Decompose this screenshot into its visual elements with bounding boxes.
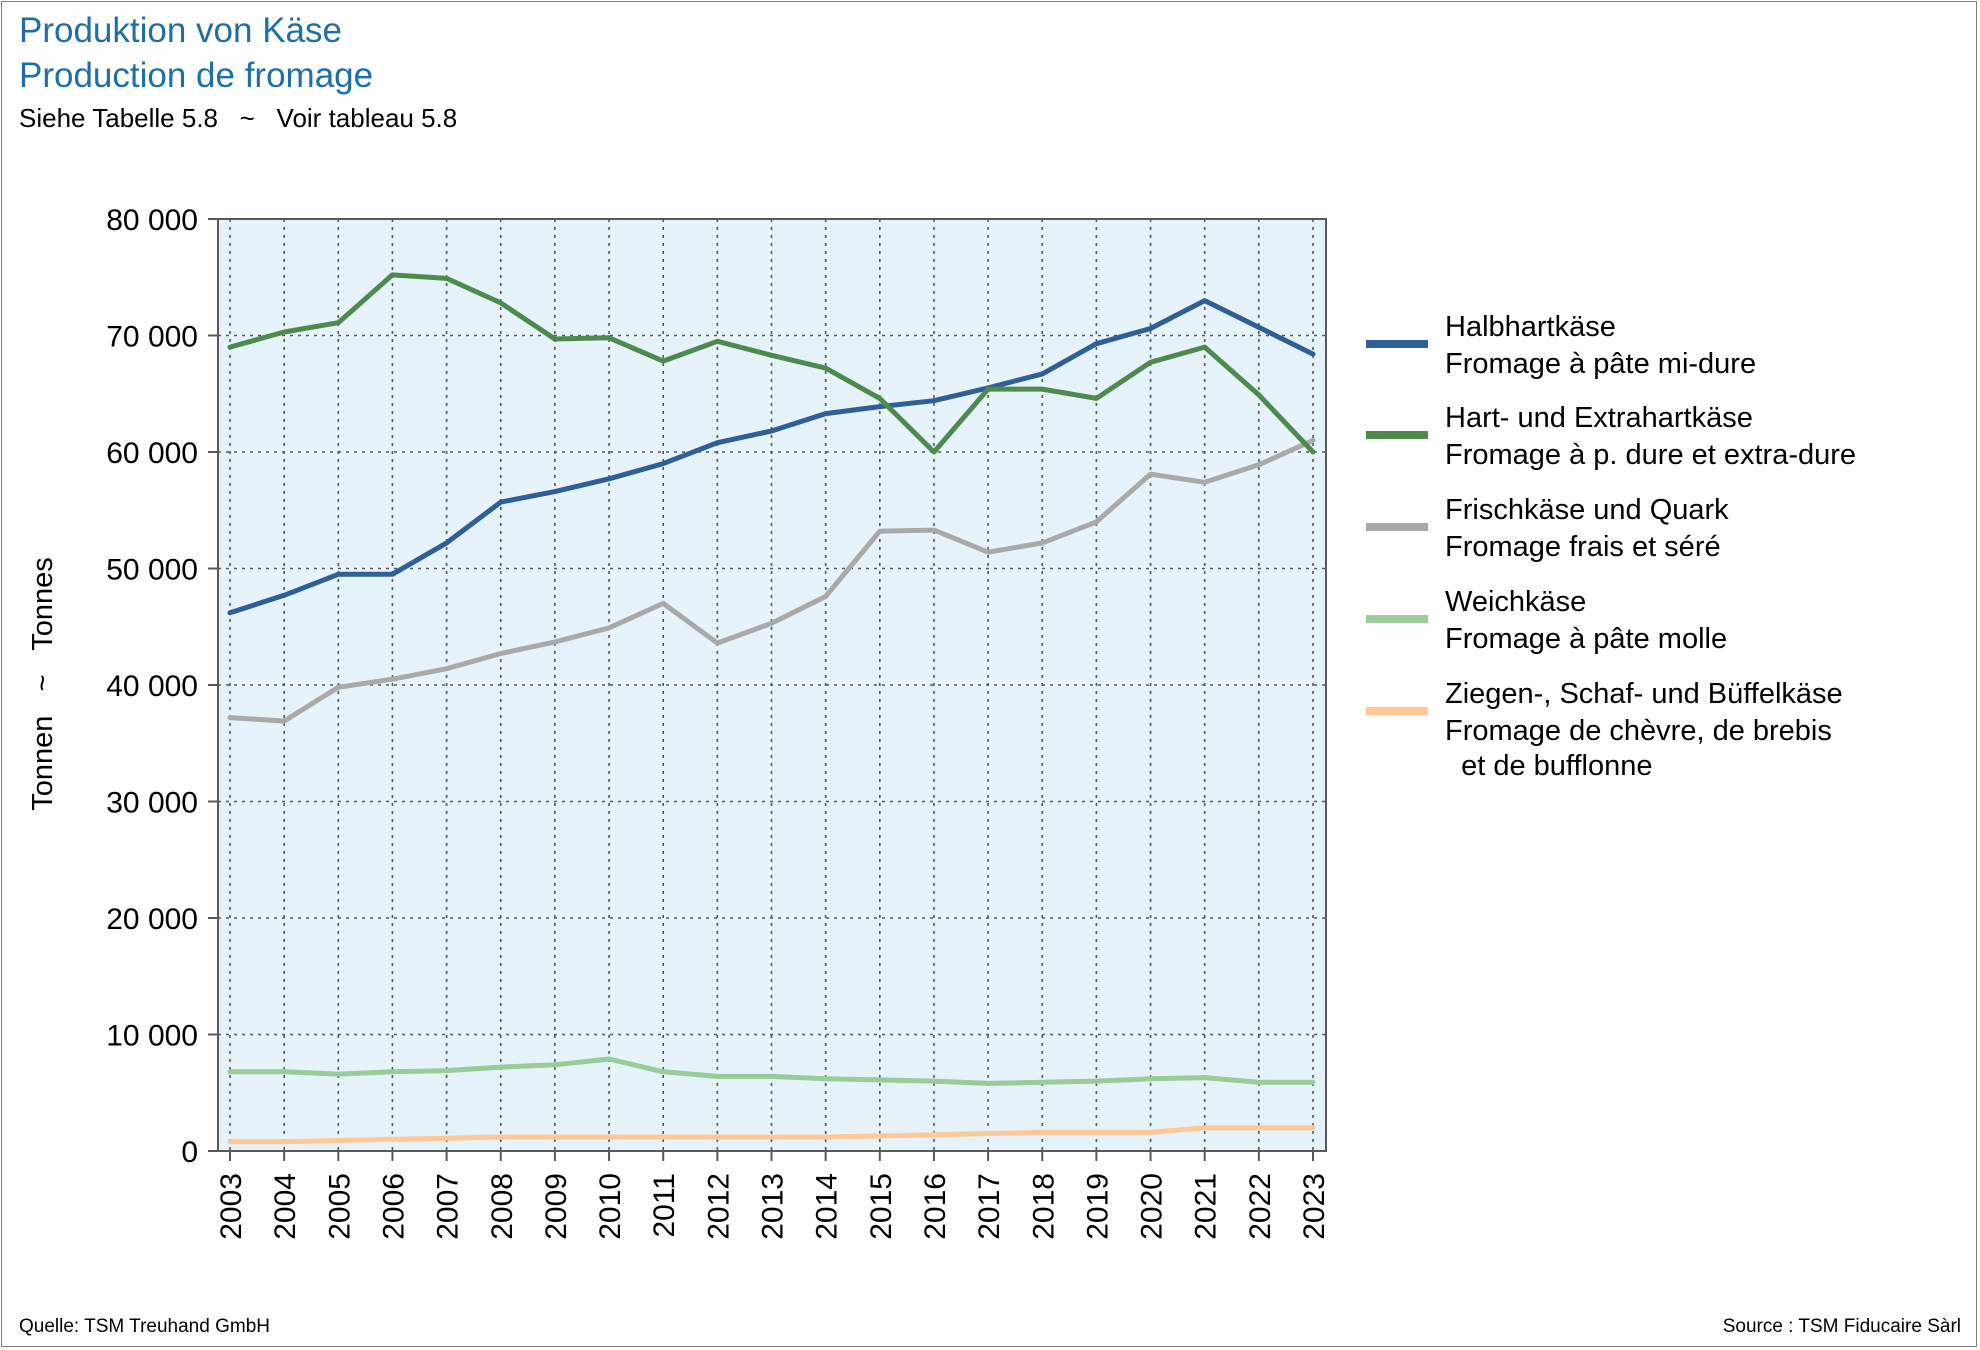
series-line-1 [227, 298, 1316, 616]
series-line-2 [227, 272, 1316, 455]
x-tick-label: 2018 [1027, 1173, 1060, 1240]
y-tick-label: 70 000 [106, 321, 198, 354]
x-tick-label: 2014 [811, 1173, 844, 1240]
source-fr: Source : TSM Fiducaire Sàrl [1722, 1316, 1961, 1337]
legend-label-fr: Fromage frais et séré [1445, 531, 1721, 563]
chart-subtitle: Siehe Tabelle 5.8 ~ Voir tableau 5.8 [19, 103, 458, 133]
series-line-3 [227, 437, 1316, 724]
y-tick-label: 0 [181, 1136, 198, 1169]
x-tick-label: 2023 [1298, 1173, 1331, 1240]
plot-border [217, 218, 1327, 1152]
x-tick-label: 2003 [215, 1173, 248, 1240]
x-tick-label: 2021 [1190, 1173, 1223, 1240]
x-tick-label: 2009 [540, 1173, 573, 1240]
x-tick-label: 2011 [648, 1173, 681, 1238]
x-tick-label: 2017 [973, 1173, 1006, 1240]
y-tick-label: 10 000 [106, 1020, 198, 1053]
x-tick-label: 2019 [1081, 1173, 1114, 1240]
legend-label-de: Weichkäse [1445, 586, 1586, 618]
chart-title-de: Produktion von Käse [19, 11, 342, 50]
x-tick-label: 2007 [432, 1173, 465, 1240]
x-tick-label: 2016 [919, 1173, 952, 1240]
x-tick-label: 2015 [865, 1173, 898, 1240]
series-line-5 [227, 1125, 1316, 1145]
legend-label-de: Ziegen-, Schaf- und Büffelkäse [1445, 678, 1843, 710]
legend-label-fr: et de bufflonne [1445, 750, 1652, 782]
x-tick-label: 2012 [702, 1173, 735, 1240]
legend-label-de: Halbhartkäse [1445, 311, 1616, 343]
x-tick-label: 2013 [757, 1173, 790, 1240]
y-tick-label: 40 000 [106, 670, 198, 703]
legend-label-fr: Fromage à pâte molle [1445, 623, 1727, 655]
x-tick-label: 2008 [486, 1173, 519, 1240]
x-tick-label: 2004 [269, 1173, 302, 1240]
chart-title-fr: Production de fromage [19, 56, 374, 95]
source-de: Quelle: TSM Treuhand GmbH [19, 1316, 270, 1337]
y-tick-label: 30 000 [106, 787, 198, 820]
legend-label-fr: Fromage de chèvre, de brebis [1445, 715, 1832, 747]
legend-label-de: Frischkäse und Quark [1445, 494, 1729, 526]
x-tick-label: 2022 [1244, 1173, 1277, 1240]
legend-label-fr: Fromage à p. dure et extra-dure [1445, 439, 1856, 471]
y-tick-label: 80 000 [106, 204, 198, 237]
y-tick-label: 50 000 [106, 554, 198, 587]
x-tick-label: 2010 [594, 1173, 627, 1240]
legend-label-fr: Fromage à pâte mi-dure [1445, 348, 1756, 380]
series-line-4 [227, 1056, 1316, 1086]
x-tick-label: 2005 [323, 1173, 356, 1240]
x-tick-label: 2020 [1136, 1173, 1169, 1240]
legend-label-de: Hart- und Extrahartkäse [1445, 402, 1753, 434]
y-tick-label: 20 000 [106, 903, 198, 936]
y-tick-label: 60 000 [106, 437, 198, 470]
y-axis-label: Tonnen ~ Tonnes [27, 557, 59, 810]
x-tick-label: 2006 [377, 1173, 410, 1240]
